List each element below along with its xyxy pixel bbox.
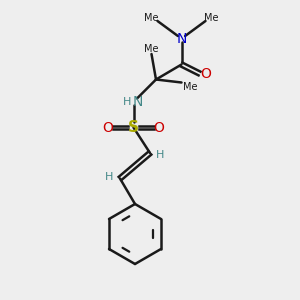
Text: N: N: [176, 32, 187, 46]
Text: S: S: [128, 120, 139, 135]
Text: Me: Me: [144, 13, 159, 23]
Text: O: O: [103, 121, 113, 134]
Text: H: H: [123, 97, 131, 107]
Text: O: O: [200, 67, 211, 80]
Text: H: H: [105, 172, 114, 182]
Text: Me: Me: [183, 82, 198, 92]
Text: H: H: [156, 149, 165, 160]
Text: Me: Me: [204, 13, 219, 23]
Text: Me: Me: [144, 44, 159, 55]
Text: O: O: [154, 121, 164, 134]
Text: N: N: [133, 95, 143, 109]
